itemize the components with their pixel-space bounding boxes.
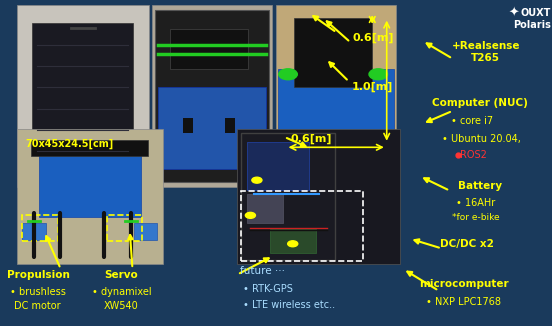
Bar — [278, 69, 394, 151]
Text: • dynamixel: • dynamixel — [92, 287, 151, 297]
Bar — [107, 215, 142, 241]
Text: microcomputer: microcomputer — [419, 279, 508, 289]
Bar — [152, 5, 272, 187]
Bar — [270, 229, 316, 253]
Circle shape — [245, 212, 256, 218]
Text: 1.0[m]: 1.0[m] — [352, 81, 394, 92]
Text: • 16AHr: • 16AHr — [456, 198, 496, 208]
Text: XW540: XW540 — [104, 302, 139, 311]
Text: *for e-bike: *for e-bike — [452, 213, 500, 222]
Bar — [22, 215, 58, 241]
Bar — [17, 129, 163, 264]
Text: • core i7: • core i7 — [451, 116, 493, 126]
Circle shape — [369, 69, 388, 80]
Text: DC motor: DC motor — [14, 302, 61, 311]
Circle shape — [45, 161, 64, 172]
Bar — [17, 5, 149, 187]
Bar — [31, 140, 148, 156]
Text: ✦: ✦ — [508, 7, 519, 20]
Text: ROS2: ROS2 — [460, 150, 487, 160]
Bar — [33, 23, 133, 173]
Bar — [134, 224, 157, 240]
Text: 0.6[m]: 0.6[m] — [352, 32, 394, 43]
Text: • LTE wireless etc..: • LTE wireless etc.. — [243, 300, 335, 310]
Text: • brushless: • brushless — [9, 287, 66, 297]
Circle shape — [252, 177, 262, 183]
Text: DC/DC x2: DC/DC x2 — [439, 240, 493, 249]
Text: • NXP LPC1768: • NXP LPC1768 — [426, 297, 501, 306]
Text: +Realsense
T265: +Realsense T265 — [452, 41, 520, 63]
Text: Servo: Servo — [104, 271, 139, 280]
Text: future ···: future ··· — [240, 266, 285, 276]
Bar — [241, 191, 363, 261]
Bar — [156, 10, 268, 182]
Bar — [276, 5, 396, 187]
Bar — [237, 129, 400, 264]
Text: • Ubuntu 20.04,: • Ubuntu 20.04, — [442, 134, 521, 143]
Text: Computer (NUC): Computer (NUC) — [432, 98, 528, 108]
Text: Propulsion: Propulsion — [7, 271, 70, 280]
Bar — [247, 142, 309, 190]
Circle shape — [288, 241, 298, 247]
Bar — [170, 29, 248, 69]
Text: Battery: Battery — [458, 181, 502, 191]
Bar — [39, 142, 141, 217]
Bar — [294, 18, 372, 87]
Bar — [23, 224, 46, 240]
Circle shape — [102, 161, 120, 172]
Bar — [183, 118, 193, 133]
Bar — [158, 87, 266, 169]
Bar — [225, 118, 235, 133]
Bar — [241, 133, 335, 260]
Circle shape — [279, 69, 298, 80]
Bar — [247, 194, 283, 224]
Text: 0.6[m]: 0.6[m] — [291, 133, 332, 144]
Text: 70x45x24.5[cm]: 70x45x24.5[cm] — [25, 138, 113, 149]
Text: • RTK-GPS: • RTK-GPS — [243, 284, 293, 293]
Text: OUXT
Polaris: OUXT Polaris — [513, 8, 551, 30]
